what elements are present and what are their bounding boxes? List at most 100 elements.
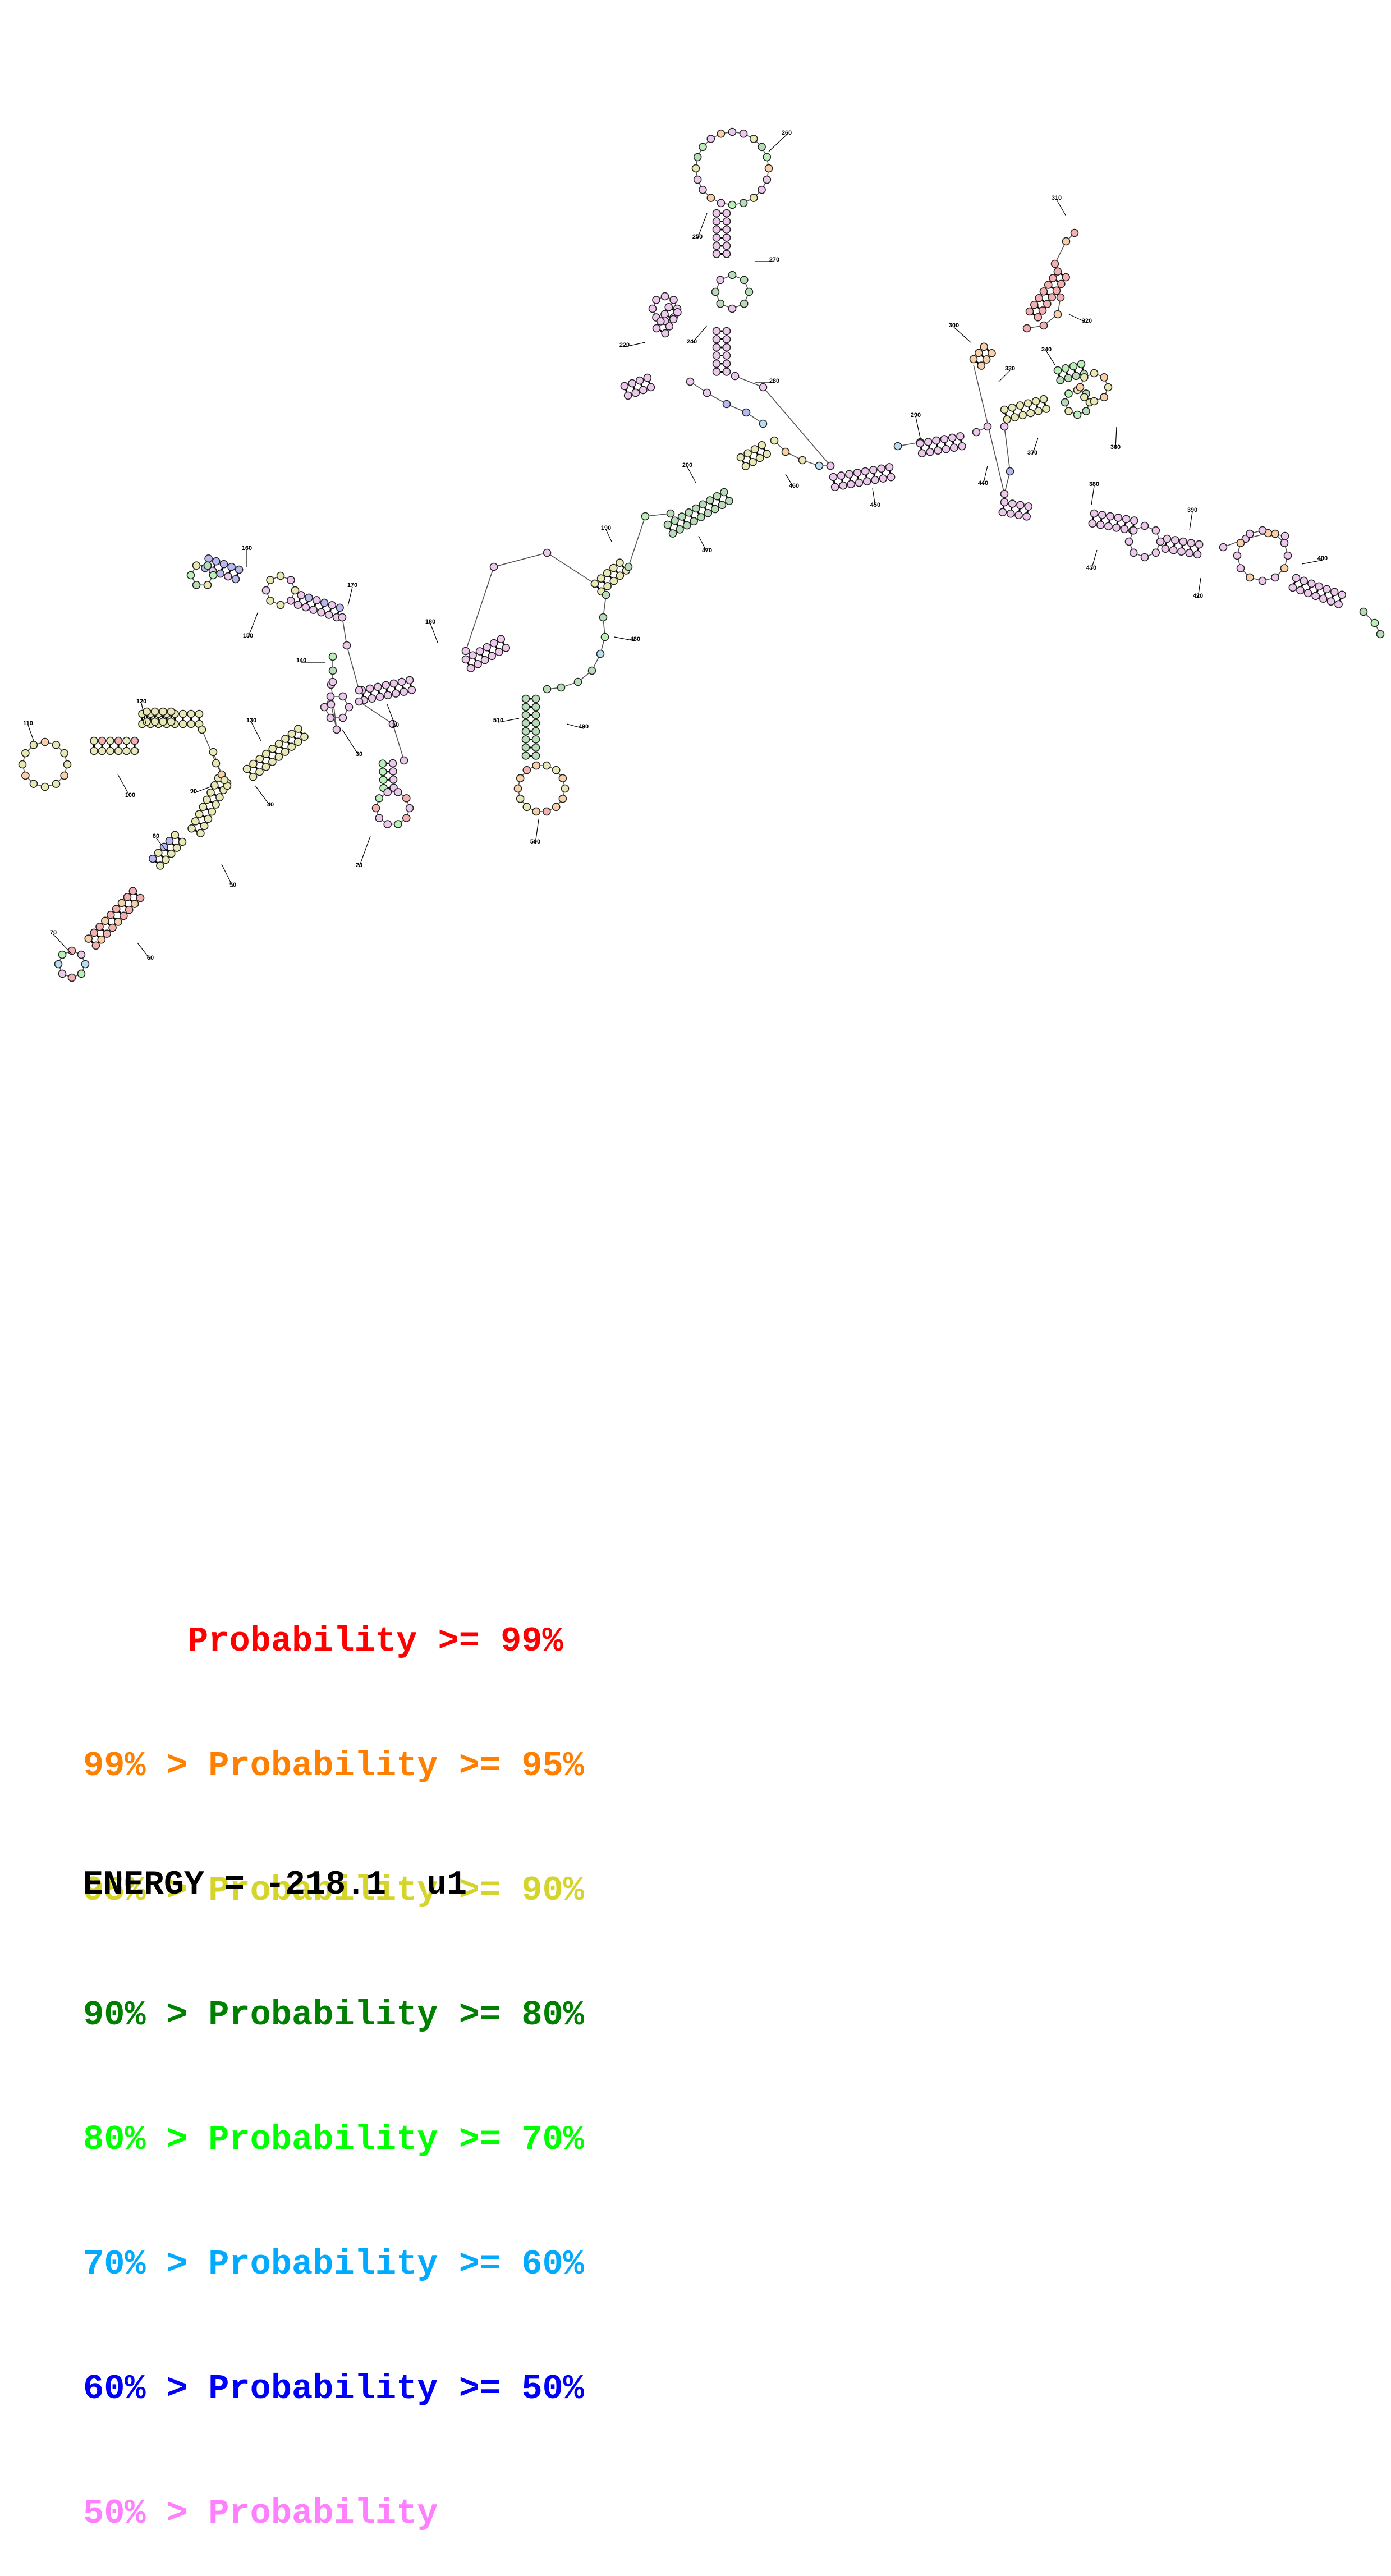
nucleotide <box>713 226 720 233</box>
nucleotide <box>149 855 157 863</box>
nucleotide <box>201 822 208 829</box>
nucleotide <box>712 288 719 296</box>
nucleotide <box>199 726 206 734</box>
position-label: 440 <box>978 480 988 487</box>
nucleotide <box>107 737 114 745</box>
nucleotide <box>1091 370 1098 377</box>
position-label: 50 <box>229 882 236 888</box>
nucleotide <box>591 580 599 588</box>
nucleotide <box>327 714 334 722</box>
nucleotide <box>373 805 380 812</box>
position-label: 270 <box>769 256 779 263</box>
backbone-segment <box>347 645 359 690</box>
nucleotide <box>180 711 187 718</box>
nucleotide <box>339 693 347 700</box>
nucleotide <box>401 757 408 764</box>
nucleotide <box>339 714 347 722</box>
position-label: 450 <box>870 502 880 508</box>
nucleotide <box>661 310 668 318</box>
position-label: 460 <box>789 483 799 489</box>
nucleotide <box>188 825 195 832</box>
label-tick <box>999 370 1010 382</box>
nucleotide <box>162 856 169 863</box>
nucleotide <box>737 454 745 461</box>
nucleotide <box>1300 577 1307 584</box>
nucleotide <box>143 708 150 716</box>
nucleotide <box>838 472 845 479</box>
nucleotide <box>980 343 988 350</box>
nucleotide <box>750 135 758 143</box>
legend-row-p60: 70% > Probability >= 60% <box>83 2244 584 2285</box>
nucleotide <box>1371 620 1379 627</box>
nucleotide <box>517 774 524 782</box>
nucleotide <box>394 821 402 828</box>
position-label: 330 <box>1005 365 1015 372</box>
nucleotide <box>483 644 490 651</box>
nucleotide <box>102 917 109 924</box>
nucleotide <box>522 695 530 703</box>
nucleotide <box>129 887 136 895</box>
nucleotide <box>68 947 76 955</box>
nucleotide <box>90 929 98 936</box>
nucleotide <box>1048 294 1055 301</box>
nucleotide <box>717 300 724 308</box>
nucleotide <box>490 563 498 571</box>
nucleotide <box>131 737 139 745</box>
nucleotide <box>390 680 397 687</box>
nucleotide <box>522 719 530 727</box>
nucleotide <box>1280 539 1288 547</box>
position-label: 400 <box>1317 555 1328 562</box>
nucleotide <box>408 686 415 694</box>
nucleotide <box>621 382 628 389</box>
nucleotide <box>758 442 765 449</box>
nucleotide <box>1065 407 1072 415</box>
nucleotide <box>168 850 175 858</box>
nucleotide <box>327 693 334 700</box>
nucleotide <box>1091 398 1098 405</box>
nucleotide <box>713 250 720 258</box>
nucleotide <box>1305 589 1312 597</box>
nucleotide <box>1001 423 1008 430</box>
nucleotide <box>600 614 607 621</box>
nucleotide <box>723 226 731 233</box>
nucleotide <box>522 744 530 751</box>
nucleotide <box>532 728 540 735</box>
nucleotide <box>1035 407 1042 415</box>
nucleotide <box>295 725 302 732</box>
backbone-lines <box>22 132 1380 978</box>
position-label: 110 <box>23 720 33 727</box>
nucleotide <box>59 951 66 959</box>
nucleotide <box>168 718 175 726</box>
nucleotide <box>77 951 85 959</box>
nucleotide <box>481 657 489 664</box>
nucleotide <box>1007 468 1014 475</box>
nucleotide <box>1078 360 1085 368</box>
nucleotide <box>1259 577 1266 585</box>
nucleotide <box>1377 631 1384 638</box>
nucleotide <box>277 602 284 609</box>
nucleotide <box>662 330 669 337</box>
nucleotide <box>690 517 697 525</box>
nucleotide <box>782 448 789 456</box>
nucleotide <box>1320 595 1327 602</box>
nucleotide <box>204 581 212 589</box>
backbone-segment <box>494 553 547 567</box>
nucleotide <box>1113 524 1120 531</box>
nucleotide <box>610 577 617 585</box>
nucleotide <box>1308 580 1315 587</box>
nucleotide <box>224 573 232 580</box>
nucleotide <box>743 409 750 416</box>
nucleotide <box>321 704 328 711</box>
nucleotide <box>1179 538 1187 546</box>
nucleotide <box>1057 294 1064 301</box>
nucleotide <box>758 143 765 150</box>
nucleotide <box>1170 547 1177 554</box>
nucleotide <box>723 242 731 250</box>
nucleotide <box>625 563 632 571</box>
nucleotide <box>713 336 720 343</box>
nucleotide <box>1054 311 1062 318</box>
nucleotide <box>329 653 337 661</box>
nucleotide <box>671 517 678 524</box>
nucleotide <box>1031 301 1038 309</box>
nucleotide <box>988 350 995 357</box>
